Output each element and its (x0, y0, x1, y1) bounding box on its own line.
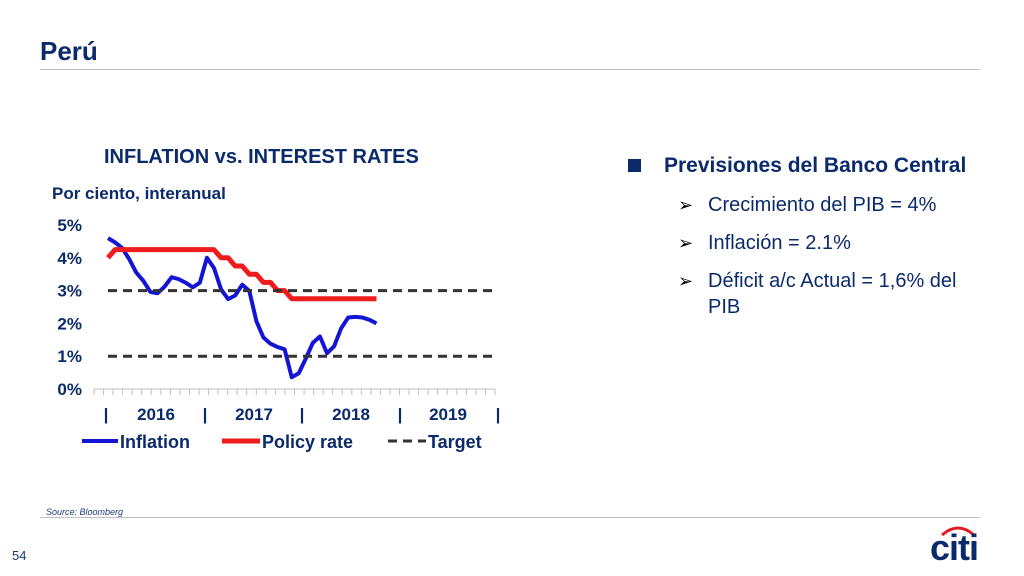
footer-divider (40, 517, 980, 518)
sub-bullet-text: Inflación = 2.1% (708, 232, 851, 254)
y-tick-label: 3% (57, 282, 82, 301)
sub-bullet-text: Déficit a/c Actual = 1,6% del PIB (708, 270, 957, 318)
arrow-bullet-icon: ➢ (678, 271, 694, 291)
sub-bullet-text: Crecimiento del PIB = 4% (708, 194, 937, 216)
citi-logo: citi (930, 527, 979, 568)
inflation-line (106, 236, 378, 380)
legend-label: Inflation (120, 432, 190, 452)
policy-rate-line (106, 247, 377, 302)
x-tick-label: 2017 (235, 405, 273, 424)
slide-title: Perú (40, 36, 98, 66)
arrow-bullet-icon: ➢ (678, 195, 694, 215)
chart-subtitle: Por ciento, interanual (52, 184, 226, 203)
citi-logo-arc-icon (941, 526, 975, 537)
page-number: 54 (12, 548, 27, 563)
bullets-panel: Previsiones del Banco Central ➢ Crecimie… (628, 152, 988, 320)
sub-bullet: ➢ Inflación = 2.1% (628, 230, 988, 256)
main-bullet-text: Previsiones del Banco Central (664, 154, 967, 177)
y-tick-label: 4% (57, 249, 82, 268)
y-tick-label: 2% (57, 314, 82, 333)
sub-bullet: ➢ Crecimiento del PIB = 4% (628, 192, 988, 218)
x-tick-label: | (203, 405, 208, 424)
legend-label: Policy rate (262, 432, 353, 452)
y-tick-label: 0% (57, 380, 82, 399)
x-tick-label: 2016 (137, 405, 175, 424)
chart-title: INFLATION vs. INTEREST RATES (104, 146, 419, 168)
arrow-bullet-icon: ➢ (678, 233, 694, 253)
x-tick-label: 2019 (429, 405, 467, 424)
x-tick-label: | (300, 405, 305, 424)
y-tick-label: 5% (57, 216, 82, 235)
x-tick-label: | (104, 405, 109, 424)
main-bullet: Previsiones del Banco Central (628, 152, 988, 180)
square-bullet-icon (628, 159, 641, 172)
title-divider (40, 69, 980, 70)
x-tick-label: 2018 (332, 405, 370, 424)
legend-label: Target (428, 432, 482, 452)
sub-bullet: ➢ Déficit a/c Actual = 1,6% del PIB (628, 268, 988, 320)
source-note: Source: Bloomberg (46, 507, 124, 517)
x-tick-label: | (398, 405, 403, 424)
y-tick-label: 1% (57, 347, 82, 366)
x-tick-label: | (496, 405, 501, 424)
